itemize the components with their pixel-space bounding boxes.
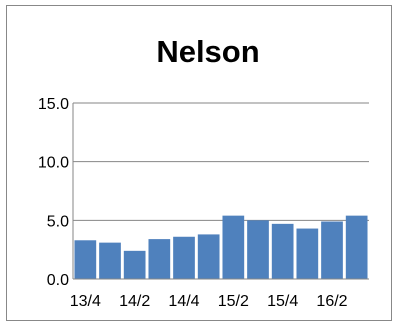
bar-14-4 [173, 236, 195, 279]
x-tick-label: 15/2 [218, 293, 249, 310]
x-tick-label: 14/4 [168, 293, 199, 310]
grid-lines [73, 102, 369, 221]
y-tick-label: 5.0 [47, 213, 69, 230]
bar-15-4 [271, 223, 294, 279]
bar-15-1 [197, 234, 220, 279]
bar-15-3 [247, 220, 269, 279]
y-tick-label: 0.0 [47, 272, 69, 289]
bar-14-1 [99, 242, 121, 279]
bar-14-3 [148, 239, 171, 279]
y-axis-tick-labels: 0.0 5.0 10.0 15.0 [38, 96, 69, 289]
chart-title: Nelson [156, 34, 259, 69]
bar-16-3 [345, 215, 368, 279]
bar-14-2 [123, 250, 146, 279]
x-tick-label: 16/2 [316, 293, 347, 310]
bar-16-1 [296, 228, 319, 279]
y-tick-label: 15.0 [38, 96, 69, 113]
x-tick-label: 14/2 [119, 293, 150, 310]
x-axis-tick-labels: 13/4 14/2 14/4 15/2 15/4 16/2 [70, 293, 348, 310]
bar-15-2 [222, 215, 245, 279]
y-tick-label: 10.0 [38, 155, 69, 172]
bar-13-4 [74, 240, 97, 279]
x-tick-label: 13/4 [70, 293, 101, 310]
bars [74, 215, 368, 279]
bar-16-2 [321, 221, 343, 279]
x-tick-label: 15/4 [267, 293, 298, 310]
